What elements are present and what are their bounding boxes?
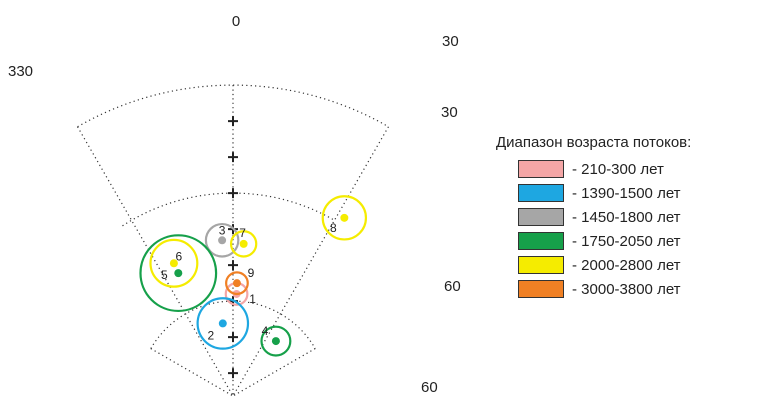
legend-label: - 2000-2800 лет [572, 256, 681, 274]
confidence-circle [149, 238, 199, 288]
legend-items: - 210-300 лет - 1390-1500 лет - 1450-1800 … [496, 157, 771, 301]
legend-label: - 1390-1500 лет [572, 184, 681, 202]
angle-label-right-upper-inner: 30 [441, 104, 458, 121]
legend-item: - 3000-3800 лет [518, 277, 771, 301]
axis-tick-cross [228, 152, 238, 163]
angle-label-left-upper: 330 [8, 63, 33, 80]
grid-radial-300 [150, 348, 235, 396]
axis-tick-cross [228, 368, 238, 379]
legend-swatch [518, 256, 564, 274]
point-label: 9 [248, 266, 255, 280]
point-marker [232, 279, 241, 288]
legend-item: - 210-300 лет [518, 157, 771, 181]
point-label: 2 [207, 328, 214, 342]
point-marker [169, 259, 178, 268]
point-label: 7 [239, 226, 246, 240]
axis-tick-cross [228, 188, 238, 199]
legend-swatch [518, 160, 564, 178]
grid-arc-inc-30 [122, 192, 335, 227]
point-label: 4 [262, 324, 269, 338]
point-label: 5 [161, 268, 168, 282]
angle-label-right-lower-inner: 60 [421, 379, 438, 396]
point-label: 6 [176, 249, 183, 263]
grid-radial-330 [77, 126, 234, 396]
legend-label: - 1450-1800 лет [572, 208, 681, 226]
confidence-circle [321, 195, 368, 241]
legend-swatch [518, 280, 564, 298]
grid-radial-60 [231, 348, 316, 396]
confidence-circle [229, 230, 258, 258]
legend-item: - 1750-2050 лет [518, 229, 771, 253]
grid-arc-inc-0 [77, 84, 389, 128]
confidence-circle [260, 325, 292, 357]
point-label: 3 [219, 223, 226, 237]
legend: Диапазон возраста потоков: - 210-300 лет… [496, 134, 771, 301]
legend-swatch [518, 208, 564, 226]
legend-item: - 1450-1800 лет [518, 205, 771, 229]
legend-swatch [518, 184, 564, 202]
point-label: 1 [249, 292, 256, 306]
confidence-circle [204, 222, 240, 258]
axis-tick-cross [228, 116, 238, 127]
legend-label: - 1750-2050 лет [572, 232, 681, 250]
point-marker [239, 239, 248, 248]
legend-title: Диапазон возраста потоков: [496, 134, 692, 151]
data-points: 1 2 3 4 56 7 8 9 [139, 195, 368, 357]
angle-label-right-lower-outer: 60 [444, 278, 461, 295]
point-label: 8 [330, 221, 337, 235]
axis-tick-cross [228, 332, 238, 343]
axis-tick-cross [228, 260, 238, 271]
angle-label-top: 0 [232, 13, 240, 30]
angle-label-right-upper-outer: 30 [442, 33, 459, 50]
confidence-circle [139, 234, 218, 313]
confidence-circle [225, 271, 249, 296]
legend-item: - 1390-1500 лет [518, 181, 771, 205]
point-marker [271, 337, 280, 346]
legend-item: - 2000-2800 лет [518, 253, 771, 277]
point-marker [174, 269, 183, 278]
grid-radial-30 [232, 126, 389, 396]
confidence-circle [196, 297, 250, 350]
legend-swatch [518, 232, 564, 250]
legend-label: - 210-300 лет [572, 160, 664, 178]
point-marker [340, 213, 349, 222]
point-marker [218, 236, 227, 245]
legend-label: - 3000-3800 лет [572, 280, 681, 298]
polar-grid [77, 84, 389, 396]
point-marker [218, 319, 227, 328]
